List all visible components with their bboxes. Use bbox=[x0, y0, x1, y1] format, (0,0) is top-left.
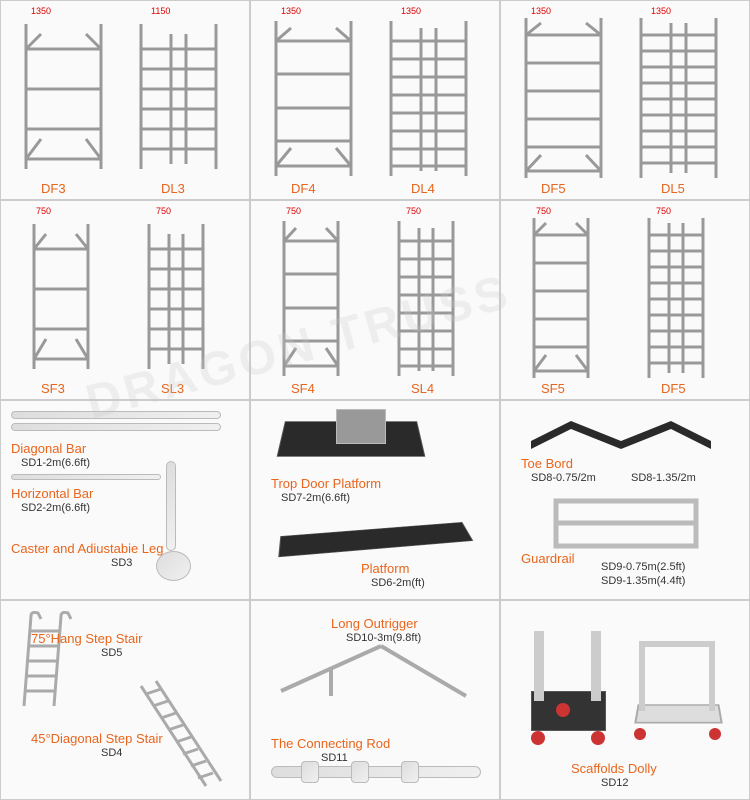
code-sd3: SD3 bbox=[111, 557, 132, 569]
label-sf4: SF4 bbox=[291, 381, 315, 396]
label-dl3: DL3 bbox=[161, 181, 185, 196]
label-guardrail: Guardrail bbox=[521, 551, 574, 566]
label-45-stair: 45°Diagonal Step Stair bbox=[31, 731, 163, 746]
cell-toe-guardrail: Toe Bord SD8-0.75/2m SD8-1.35/2m Guardra… bbox=[500, 400, 750, 600]
label-sl4: SL4 bbox=[411, 381, 434, 396]
dim-label: 1150 bbox=[151, 6, 170, 16]
platform-photo bbox=[278, 522, 473, 557]
dolly-photo-2 bbox=[631, 636, 726, 741]
frame-sf4 bbox=[276, 216, 346, 381]
catalog-grid: 1350 1150 DF3 DL3 1350 1350 bbox=[0, 0, 750, 800]
code-sd4: SD4 bbox=[101, 747, 122, 759]
label-sf5: SF5 bbox=[541, 381, 565, 396]
label-df4: DF4 bbox=[291, 181, 316, 196]
dim-label: 1350 bbox=[31, 6, 51, 16]
frame-sl5 bbox=[641, 213, 711, 383]
code-sd10: SD10-3m(9.8ft) bbox=[346, 632, 421, 644]
label-caster: Caster and Adiustabie Leg bbox=[11, 541, 164, 556]
guardrail-photo bbox=[551, 496, 701, 551]
dim-label: 750 bbox=[156, 206, 171, 216]
cell-platforms: Trop Door Platform SD7-2m(6.6ft) Platfor… bbox=[250, 400, 500, 600]
cell-df4-dl4: 1350 1350 DF4 DL4 bbox=[250, 0, 500, 200]
frame-df4 bbox=[266, 16, 361, 181]
dim-label: 1350 bbox=[281, 6, 301, 16]
code-sd6: SD6-2m(ft) bbox=[371, 577, 425, 589]
label-dl4: DL4 bbox=[411, 181, 435, 196]
label-diagonal-bar: Diagonal Bar bbox=[11, 441, 86, 456]
hang-stair-photo bbox=[16, 611, 76, 711]
label-sl3: SL3 bbox=[161, 381, 184, 396]
code-sd8a: SD8-0.75/2m bbox=[531, 472, 596, 484]
outrigger-photo bbox=[271, 636, 471, 706]
frame-sl3 bbox=[141, 219, 211, 374]
horizontal-bar-photo bbox=[11, 474, 161, 480]
code-sd2: SD2-2m(6.6ft) bbox=[21, 502, 90, 514]
cell-df5-dl5: 1350 1350 DF5 DL5 bbox=[500, 0, 750, 200]
rod-clamp bbox=[401, 761, 419, 783]
dim-label: 1350 bbox=[401, 6, 421, 16]
toe-board-photo bbox=[521, 411, 721, 451]
label-outrigger: Long Outrigger bbox=[331, 616, 418, 631]
label-df3: DF3 bbox=[41, 181, 66, 196]
code-sd12: SD12 bbox=[601, 777, 629, 789]
label-df5b: DF5 bbox=[661, 381, 686, 396]
label-trop-door: Trop Door Platform bbox=[271, 476, 381, 491]
label-dolly: Scaffolds Dolly bbox=[571, 761, 657, 776]
dim-label: 750 bbox=[406, 206, 421, 216]
label-toe-bord: Toe Bord bbox=[521, 456, 573, 471]
cell-dolly: Scaffolds Dolly SD12 bbox=[500, 600, 750, 800]
frame-sf5 bbox=[526, 213, 596, 383]
caster-leg-photo bbox=[166, 461, 176, 551]
trap-door-hatch bbox=[336, 409, 386, 444]
frame-sl4 bbox=[391, 216, 461, 381]
dim-label: 750 bbox=[36, 206, 51, 216]
code-sd8b: SD8-1.35/2m bbox=[631, 472, 696, 484]
rod-clamp bbox=[351, 761, 369, 783]
frame-df3 bbox=[16, 19, 111, 174]
dim-label: 750 bbox=[286, 206, 301, 216]
cell-df3-dl3: 1350 1150 DF3 DL3 bbox=[0, 0, 250, 200]
cell-sf3-sl3: 750 750 SF3 SL3 bbox=[0, 200, 250, 400]
frame-dl3 bbox=[131, 19, 226, 174]
rod-clamp bbox=[301, 761, 319, 783]
diagonal-bar-photo bbox=[11, 411, 221, 419]
code-sd9b: SD9-1.35m(4.4ft) bbox=[601, 575, 685, 587]
label-horizontal-bar: Horizontal Bar bbox=[11, 486, 93, 501]
label-connecting-rod: The Connecting Rod bbox=[271, 736, 390, 751]
cell-bars-caster: Diagonal Bar SD1-2m(6.6ft) Horizontal Ba… bbox=[0, 400, 250, 600]
diagonal-bar-photo2 bbox=[11, 423, 221, 431]
frame-df5 bbox=[516, 13, 611, 183]
cell-outrigger-rod: Long Outrigger SD10-3m(9.8ft) The Connec… bbox=[250, 600, 500, 800]
label-75-stair: 75°Hang Step Stair bbox=[31, 631, 142, 646]
code-sd1: SD1-2m(6.6ft) bbox=[21, 457, 90, 469]
label-platform: Platform bbox=[361, 561, 409, 576]
cell-sf5-df5: 750 750 SF5 DF5 bbox=[500, 200, 750, 400]
dolly-photo-1 bbox=[526, 631, 611, 741]
code-sd11: SD11 bbox=[321, 752, 348, 764]
code-sd5: SD5 bbox=[101, 647, 122, 659]
cell-sf4-sl4: 750 750 SF4 SL4 bbox=[250, 200, 500, 400]
frame-sf3 bbox=[26, 219, 96, 374]
code-sd7: SD7-2m(6.6ft) bbox=[281, 492, 350, 504]
label-df5: DF5 bbox=[541, 181, 566, 196]
label-dl5: DL5 bbox=[661, 181, 685, 196]
frame-dl5 bbox=[631, 13, 726, 183]
label-sf3: SF3 bbox=[41, 381, 65, 396]
frame-dl4 bbox=[381, 16, 476, 181]
cell-stairs: 75°Hang Step Stair SD5 45°Diagonal Step … bbox=[0, 600, 250, 800]
code-sd9a: SD9-0.75m(2.5ft) bbox=[601, 561, 685, 573]
